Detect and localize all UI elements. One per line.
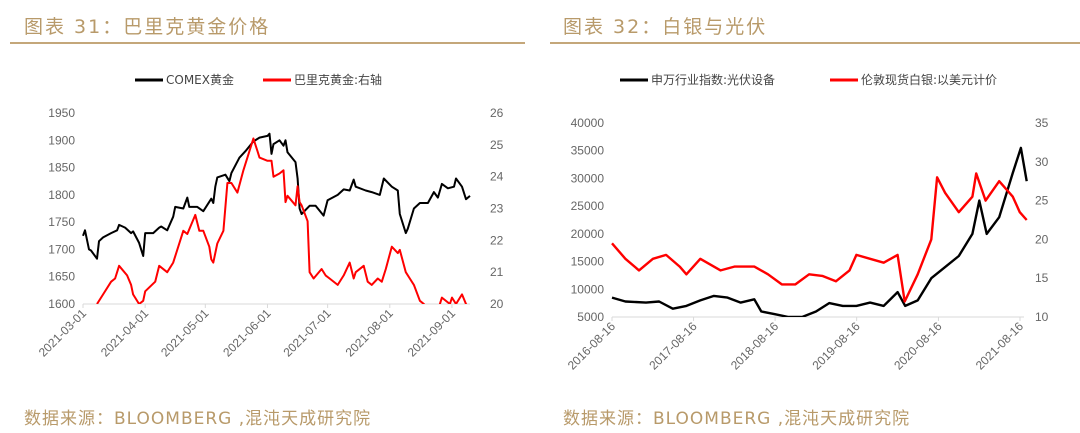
series-line-1 xyxy=(611,172,1028,303)
y2-tick-label: 20 xyxy=(490,297,504,311)
y-tick-label: 30000 xyxy=(571,171,605,185)
y-tick-label: 1600 xyxy=(48,297,75,311)
series-line-0 xyxy=(82,132,471,260)
y-tick-label: 1800 xyxy=(48,188,75,202)
y2-tick-label: 22 xyxy=(490,233,504,247)
legend-label-0: COMEX黄金 xyxy=(166,72,234,87)
chart-32-title: 图表 32：白银与光伏 xyxy=(563,16,768,38)
x-tick-label: 2021-08-01 xyxy=(343,306,397,360)
chart-32-source: 数据来源：BLOOMBERG ,混沌天成研究院 xyxy=(563,409,911,429)
legend-label-0: 申万行业指数:光伏设备 xyxy=(651,72,775,87)
y2-tick-label: 35 xyxy=(1035,116,1049,130)
y2-tick-label: 10 xyxy=(1035,310,1049,324)
y-tick-label: 1700 xyxy=(48,242,75,256)
y2-tick-label: 21 xyxy=(490,265,504,279)
series-line-0 xyxy=(611,146,1028,317)
y-tick-label: 35000 xyxy=(571,144,605,158)
x-tick-label: 2021-09-01 xyxy=(405,306,459,360)
y-tick-label: 10000 xyxy=(571,282,605,296)
y-tick-label: 25000 xyxy=(571,199,605,213)
barrick-gold-chart: 1600 1650 1700 1750 1800 1850 1900 1950 20 21 22 23… xyxy=(36,72,504,360)
legend-label-1: 巴里克黄金:右轴 xyxy=(294,72,382,87)
x-tick-label: 2021-05-01 xyxy=(158,306,212,360)
x-tick-label: 2016-08-16 xyxy=(565,319,619,373)
y-tick-label: 1750 xyxy=(48,215,75,229)
silver-pv-chart: 5000 10000 15000 20000 25000 30000 35000 40000 1… xyxy=(565,72,1049,373)
y2-tick-label: 30 xyxy=(1035,155,1049,169)
y2-tick-label: 20 xyxy=(1035,232,1049,246)
x-tick-label: 2021-03-01 xyxy=(36,306,90,360)
y2-tick-label: 23 xyxy=(490,202,504,216)
x-tick-label: 2021-08-16 xyxy=(973,319,1027,373)
chart-31-title: 图表 31：巴里克黄金价格 xyxy=(24,16,271,38)
x-tick-label: 2020-08-16 xyxy=(891,319,945,373)
y2-tick-label: 25 xyxy=(490,138,504,152)
y-tick-label: 1900 xyxy=(48,133,75,147)
x-tick-label: 2021-04-01 xyxy=(98,306,152,360)
y2-tick-label: 15 xyxy=(1035,271,1049,285)
title-divider xyxy=(10,42,525,44)
x-tick-label: 2021-06-01 xyxy=(220,306,274,360)
chart-31-source: 数据来源：BLOOMBERG ,混沌天成研究院 xyxy=(24,409,372,429)
y2-tick-label: 24 xyxy=(490,170,504,184)
legend-label-1: 伦敦现货白银:以美元计价 xyxy=(861,72,997,87)
title-divider xyxy=(550,42,1080,44)
y-tick-label: 15000 xyxy=(571,255,605,269)
x-tick-label: 2019-08-16 xyxy=(809,319,863,373)
y-tick-label: 5000 xyxy=(577,310,604,324)
y-tick-label: 1650 xyxy=(48,270,75,284)
x-tick-label: 2021-07-01 xyxy=(280,306,334,360)
y-tick-label: 20000 xyxy=(571,227,605,241)
x-tick-label: 2017-08-16 xyxy=(646,319,700,373)
y-tick-label: 1950 xyxy=(48,106,75,120)
y2-tick-label: 26 xyxy=(490,106,504,120)
y-tick-label: 1850 xyxy=(48,161,75,175)
y-tick-label: 40000 xyxy=(571,116,605,130)
series-line-1 xyxy=(96,137,468,304)
y2-tick-label: 25 xyxy=(1035,194,1049,208)
x-tick-label: 2018-08-16 xyxy=(728,319,782,373)
